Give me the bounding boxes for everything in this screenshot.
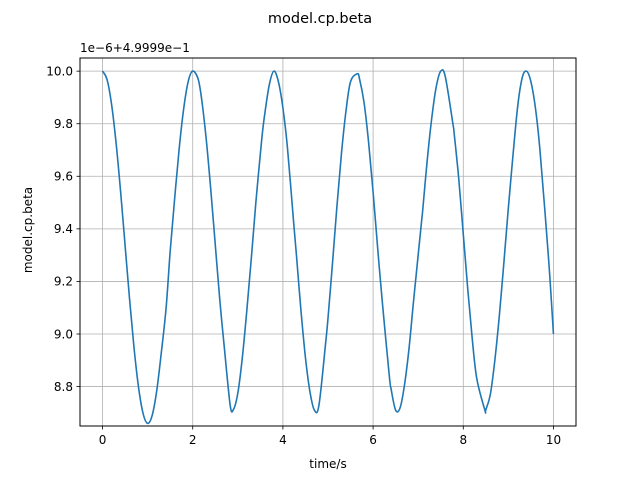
y-tick-label: 9.2 [54, 275, 73, 289]
x-axis-ticks: 0 2 4 6 8 10 [99, 426, 561, 447]
x-tick-label: 2 [189, 433, 197, 447]
y-tick-label: 9.8 [54, 117, 73, 131]
y-tick-label: 10.0 [46, 64, 73, 78]
x-tick-label: 4 [279, 433, 287, 447]
y-tick-label: 9.4 [54, 222, 73, 236]
x-tick-label: 8 [459, 433, 467, 447]
y-tick-label: 8.8 [54, 380, 73, 394]
y-tick-label: 9.0 [54, 327, 73, 341]
x-tick-label: 0 [99, 433, 107, 447]
y-axis-ticks: 8.8 9.0 9.2 9.4 9.6 9.8 10.0 [46, 64, 80, 394]
series-line [101, 68, 555, 425]
y-axis-label: model.cp.beta [21, 187, 35, 273]
y-axis-offset-label: 1e−6+4.9999e−1 [80, 41, 190, 55]
series-layer [101, 68, 555, 425]
y-tick-label: 9.6 [54, 170, 73, 184]
x-axis-label: time/s [309, 457, 346, 471]
plot-area-frame [79, 57, 577, 427]
chart-title: model.cp.beta [268, 11, 372, 27]
x-tick-label: 6 [369, 433, 377, 447]
x-tick-label: 10 [546, 433, 561, 447]
